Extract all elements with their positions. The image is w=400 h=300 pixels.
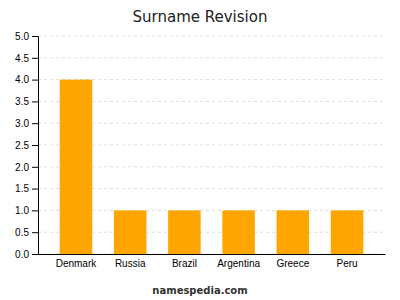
tick-label: 4.0 (15, 74, 29, 85)
y-tick: 3.0 (15, 118, 38, 129)
axis-line (39, 254, 386, 255)
tick-label: Denmark (56, 258, 98, 269)
tick-mark (32, 145, 38, 146)
tick-label: Argentina (217, 258, 260, 269)
x-tick: Argentina (217, 258, 260, 269)
y-tick: 3.5 (15, 96, 38, 107)
y-axis: 0.0 0.5 1.0 1.5 2.0 2.5 3.0 3.5 4.0 4.5 5.0 (15, 31, 38, 260)
bar (60, 80, 93, 254)
plot: 0.0 0.5 1.0 1.5 2.0 2.5 3.0 3.5 4.0 4.5 5.0 Denmark… (15, 31, 385, 269)
tick-label: 1.5 (15, 183, 29, 194)
tick-mark (32, 58, 38, 59)
tick-mark (32, 210, 38, 211)
tick-mark (32, 101, 38, 102)
tick-mark (32, 167, 38, 168)
x-tick: Brazil (172, 258, 197, 269)
y-tick: 1.0 (15, 205, 38, 216)
x-tick: Denmark (56, 258, 98, 269)
tick-mark (32, 36, 38, 37)
tick-label: 3.0 (15, 118, 29, 129)
y-tick: 0.0 (15, 249, 38, 260)
y-tick: 4.0 (15, 74, 38, 85)
tick-label: 2.0 (15, 162, 29, 173)
tick-label: 0.0 (15, 249, 29, 260)
tick-label: 3.5 (15, 96, 29, 107)
bar (277, 210, 310, 254)
tick-mark (32, 254, 38, 255)
bar (114, 210, 147, 254)
tick-mark (32, 80, 38, 81)
tick-label: 1.0 (15, 205, 29, 216)
grid (38, 36, 385, 254)
y-tick: 5.0 (15, 31, 38, 42)
x-tick: Greece (276, 258, 309, 269)
title: Surname Revision (133, 8, 268, 26)
bars (60, 80, 364, 254)
tick-mark (32, 189, 38, 190)
grid-line (38, 36, 385, 37)
tick-label: 0.5 (15, 227, 29, 238)
y-tick: 2.0 (15, 162, 38, 173)
y-tick: 0.5 (15, 227, 38, 238)
bar (331, 210, 364, 254)
bar (168, 210, 201, 254)
grid-line (38, 57, 385, 58)
tick-label: 2.5 (15, 140, 29, 151)
chart: 0.0 0.5 1.0 1.5 2.0 2.5 3.0 3.5 4.0 4.5 5.0 Denmark… (0, 0, 400, 300)
x-tick: Russia (115, 258, 146, 269)
y-tick: 4.5 (15, 53, 38, 64)
annotation: namespedia.com (152, 285, 247, 296)
tick-mark (32, 123, 38, 124)
tick-mark (32, 232, 38, 233)
tick-label: Greece (276, 258, 309, 269)
x-axis: Denmark Russia Brazil Argentina Greece Peru (39, 255, 386, 270)
tick-label: Russia (115, 258, 146, 269)
tick-label: 5.0 (15, 31, 29, 42)
y-tick: 2.5 (15, 140, 38, 151)
tick-label: Peru (336, 258, 357, 269)
axis-line (32, 37, 39, 255)
y-tick: 1.5 (15, 183, 38, 194)
tick-label: 4.5 (15, 53, 29, 64)
bar (222, 210, 255, 254)
tick-label: Brazil (172, 258, 197, 269)
x-tick: Peru (336, 258, 357, 269)
